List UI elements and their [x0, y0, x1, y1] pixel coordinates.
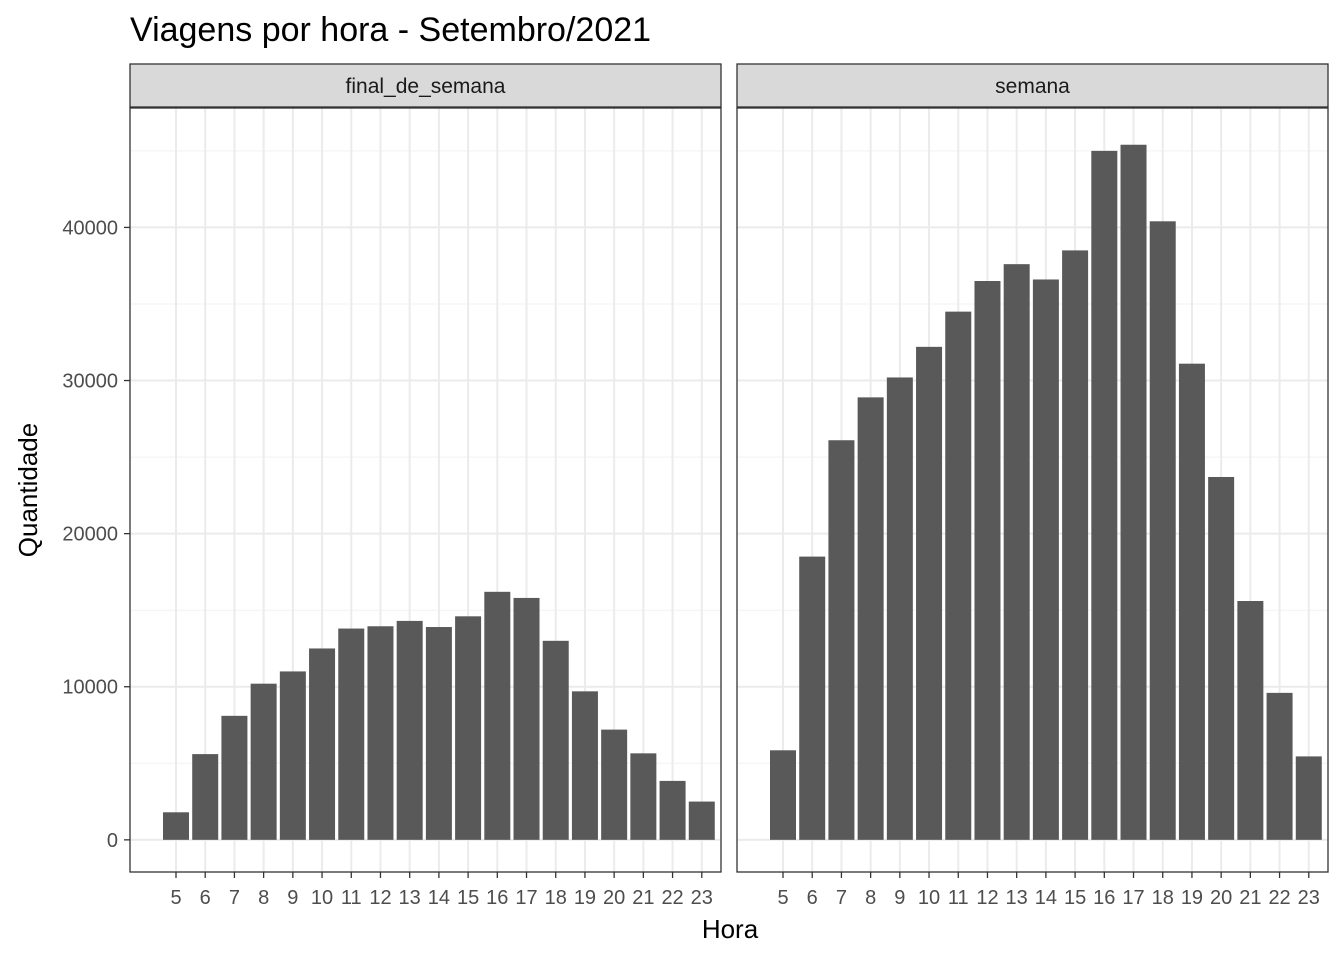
- x-tick-label: 22: [1268, 887, 1290, 909]
- x-tick-label: 11: [341, 887, 362, 909]
- x-tick-label: 14: [428, 887, 450, 909]
- x-tick-label: 19: [1181, 887, 1203, 909]
- x-tick-label: 23: [691, 887, 713, 909]
- x-tick-label: 12: [976, 887, 998, 909]
- x-tick-label: 22: [661, 887, 683, 909]
- x-tick-label: 8: [258, 887, 269, 909]
- facet-strip-label: final_de_semana: [346, 75, 506, 98]
- bar-semana-21: [1237, 601, 1264, 840]
- bar-final_de_semana-13: [396, 620, 423, 840]
- x-tick-label: 9: [287, 887, 298, 909]
- x-tick-label: 16: [486, 887, 508, 909]
- x-tick-label: 11: [948, 887, 969, 909]
- bar-final_de_semana-8: [250, 683, 277, 840]
- x-tick-label: 12: [369, 887, 391, 909]
- bar-semana-23: [1295, 756, 1322, 840]
- x-tick-label: 20: [603, 887, 625, 909]
- y-tick-label: 30000: [62, 371, 118, 393]
- x-tick-label: 5: [777, 887, 788, 909]
- facet-strip: [129, 63, 722, 108]
- bar-semana-8: [857, 397, 884, 840]
- bar-semana-6: [799, 556, 826, 840]
- bar-semana-11: [945, 311, 972, 840]
- bar-final_de_semana-15: [455, 616, 482, 840]
- bar-semana-17: [1120, 144, 1147, 840]
- bar-final_de_semana-12: [367, 626, 394, 840]
- bar-semana-10: [916, 346, 943, 840]
- bar-final_de_semana-21: [630, 753, 657, 840]
- x-tick-label: 18: [545, 887, 567, 909]
- bar-final_de_semana-7: [221, 715, 248, 840]
- facet-strip: [736, 63, 1329, 108]
- bar-final_de_semana-16: [484, 591, 511, 840]
- bar-final_de_semana-17: [513, 597, 540, 840]
- x-tick-label: 17: [515, 887, 537, 909]
- x-tick-label: 7: [229, 887, 240, 909]
- x-tick-label: 21: [632, 887, 654, 909]
- x-tick-label: 21: [1239, 887, 1261, 909]
- x-tick-label: 7: [836, 887, 847, 909]
- bar-final_de_semana-20: [601, 729, 628, 840]
- facet-strip-label: semana: [995, 75, 1070, 98]
- bar-semana-19: [1178, 363, 1205, 840]
- x-tick-label: 17: [1122, 887, 1144, 909]
- chart-title: Viagens por hora - Setembro/2021: [130, 11, 651, 49]
- bar-final_de_semana-9: [279, 671, 306, 840]
- y-tick-label: 40000: [62, 217, 118, 239]
- bar-semana-14: [1032, 279, 1059, 840]
- bar-semana-5: [770, 750, 796, 840]
- bar-semana-20: [1208, 476, 1235, 840]
- x-tick-label: 5: [170, 887, 181, 909]
- x-tick-label: 6: [807, 887, 818, 909]
- x-tick-label: 20: [1210, 887, 1232, 909]
- bar-final_de_semana-18: [542, 640, 569, 840]
- x-tick-label: 9: [894, 887, 905, 909]
- x-tick-label: 10: [311, 887, 333, 909]
- bar-semana-9: [886, 377, 913, 840]
- bar-semana-22: [1266, 692, 1293, 840]
- bar-semana-18: [1149, 221, 1176, 840]
- x-tick-label: 23: [1298, 887, 1320, 909]
- x-tick-label: 15: [1064, 887, 1086, 909]
- x-tick-label: 16: [1093, 887, 1115, 909]
- bar-final_de_semana-22: [659, 780, 686, 840]
- bar-final_de_semana-19: [571, 691, 598, 840]
- bar-final_de_semana-14: [425, 627, 452, 840]
- x-tick-label: 10: [918, 887, 940, 909]
- x-tick-label: 18: [1152, 887, 1174, 909]
- bar-semana-16: [1091, 150, 1118, 840]
- y-tick-label: 0: [107, 830, 118, 852]
- y-tick-label: 20000: [62, 524, 118, 546]
- x-tick-label: 15: [457, 887, 479, 909]
- x-tick-label: 6: [200, 887, 211, 909]
- x-tick-label: 19: [574, 887, 596, 909]
- bar-final_de_semana-23: [688, 801, 715, 840]
- bar-semana-15: [1062, 250, 1089, 840]
- facet-panel-semana: semana 5 6 7 8 9 10 11 12 13 14 15 16 17 18 19 20 21 22 23: [736, 63, 1329, 909]
- panel-border: [736, 107, 1329, 873]
- bar-semana-12: [974, 281, 1001, 840]
- x-axis-title: Hora: [702, 914, 759, 944]
- x-tick-label: 14: [1035, 887, 1057, 909]
- bar-final_de_semana-5: [163, 812, 189, 840]
- y-axis-title: Quantidade: [13, 423, 43, 557]
- x-tick-label: 13: [1006, 887, 1028, 909]
- y-tick-label: 10000: [62, 677, 118, 699]
- facet-panel-final_de_semana: final_de_semana 5 6 7 8 9 10 11 12 13 14 15 16 17 18 19…: [129, 63, 722, 909]
- x-tick-label: 13: [399, 887, 421, 909]
- bar-semana-13: [1003, 264, 1030, 840]
- bar-final_de_semana-6: [192, 754, 219, 840]
- bar-final_de_semana-10: [309, 648, 336, 840]
- panel-border: [129, 107, 722, 873]
- bar-final_de_semana-11: [338, 628, 365, 840]
- x-tick-label: 8: [865, 887, 876, 909]
- bar-semana-7: [828, 440, 855, 840]
